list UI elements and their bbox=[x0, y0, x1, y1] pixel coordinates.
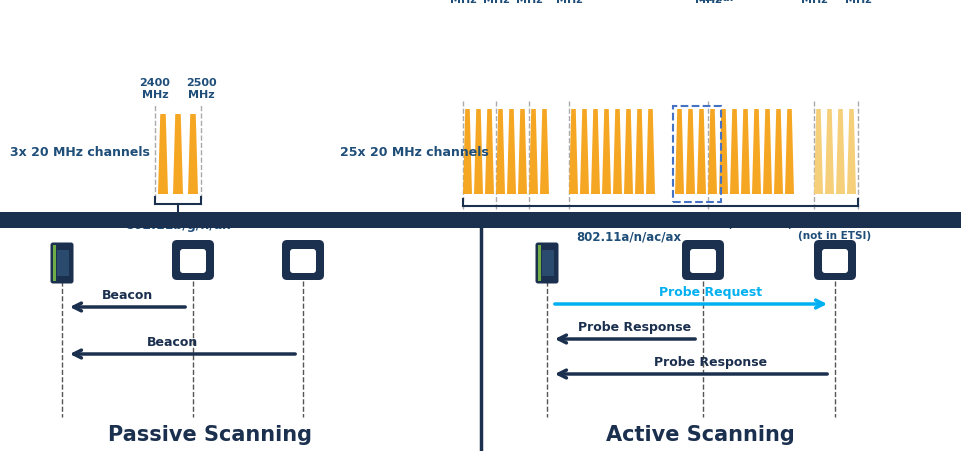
FancyBboxPatch shape bbox=[50, 243, 73, 284]
FancyBboxPatch shape bbox=[689, 249, 715, 273]
Text: Passive Scanning: Passive Scanning bbox=[108, 424, 311, 444]
Text: 3x 20 MHz channels: 3x 20 MHz channels bbox=[10, 145, 150, 158]
Polygon shape bbox=[158, 115, 168, 194]
Text: Probe Request: Probe Request bbox=[658, 285, 762, 299]
Polygon shape bbox=[590, 110, 600, 194]
Polygon shape bbox=[784, 110, 793, 194]
Polygon shape bbox=[462, 110, 472, 194]
Bar bbox=[0, 212, 961, 229]
Polygon shape bbox=[646, 110, 654, 194]
Polygon shape bbox=[846, 110, 855, 194]
Polygon shape bbox=[187, 115, 198, 194]
Polygon shape bbox=[740, 110, 750, 194]
Polygon shape bbox=[825, 110, 833, 194]
Polygon shape bbox=[774, 110, 782, 194]
Polygon shape bbox=[707, 110, 716, 194]
Polygon shape bbox=[718, 110, 727, 194]
Text: Probe Response: Probe Response bbox=[653, 355, 767, 368]
Text: U-NII-2a: U-NII-2a bbox=[586, 219, 637, 229]
FancyBboxPatch shape bbox=[681, 240, 724, 281]
FancyBboxPatch shape bbox=[535, 243, 558, 284]
Polygon shape bbox=[762, 110, 771, 194]
Bar bbox=[541, 250, 554, 276]
Polygon shape bbox=[634, 110, 643, 194]
Text: U-NII-2c (Extended): U-NII-2c (Extended) bbox=[676, 219, 792, 229]
Polygon shape bbox=[697, 110, 705, 194]
Text: 5490
MHz: 5490 MHz bbox=[553, 0, 584, 5]
Polygon shape bbox=[484, 110, 494, 194]
Polygon shape bbox=[506, 110, 515, 194]
FancyBboxPatch shape bbox=[172, 240, 213, 281]
Text: 25x 20 MHz channels: 25x 20 MHz channels bbox=[339, 145, 488, 158]
Polygon shape bbox=[568, 110, 578, 194]
Bar bbox=[673, 107, 720, 202]
Text: Active Scanning: Active Scanning bbox=[605, 424, 794, 444]
Polygon shape bbox=[173, 115, 183, 194]
Text: Beacon: Beacon bbox=[147, 335, 198, 348]
Polygon shape bbox=[624, 110, 632, 194]
Text: 5835
MHz: 5835 MHz bbox=[842, 0, 873, 5]
Polygon shape bbox=[602, 110, 610, 194]
Polygon shape bbox=[579, 110, 588, 194]
Text: 802.11a/n/ac/ax: 802.11a/n/ac/ax bbox=[576, 230, 680, 244]
Text: 5330
MHz: 5330 MHz bbox=[513, 0, 544, 5]
Polygon shape bbox=[517, 110, 527, 194]
Polygon shape bbox=[474, 110, 482, 194]
Text: 5250
MHz: 5250 MHz bbox=[480, 0, 511, 5]
Text: Probe Response: Probe Response bbox=[578, 320, 691, 333]
Text: 2400
MHz: 2400 MHz bbox=[139, 78, 170, 100]
Text: U-NII-3
(not in ETSI): U-NII-3 (not in ETSI) bbox=[798, 219, 871, 240]
FancyBboxPatch shape bbox=[180, 249, 206, 273]
Text: Terminal
Doppler
Weather
Radar: Terminal Doppler Weather Radar bbox=[691, 0, 742, 3]
Text: 5170
MHz: 5170 MHz bbox=[447, 0, 478, 5]
Text: Beacon: Beacon bbox=[102, 288, 153, 301]
Text: 5730
MHz: 5730 MHz bbox=[692, 0, 723, 5]
Bar bbox=[53, 245, 57, 281]
Polygon shape bbox=[813, 110, 823, 194]
Polygon shape bbox=[612, 110, 622, 194]
Polygon shape bbox=[729, 110, 738, 194]
Text: 2500
MHz: 2500 MHz bbox=[185, 78, 216, 100]
Polygon shape bbox=[539, 110, 549, 194]
FancyBboxPatch shape bbox=[813, 240, 855, 281]
FancyBboxPatch shape bbox=[821, 249, 847, 273]
Polygon shape bbox=[496, 110, 505, 194]
Polygon shape bbox=[675, 110, 683, 194]
Polygon shape bbox=[835, 110, 844, 194]
Polygon shape bbox=[752, 110, 760, 194]
FancyBboxPatch shape bbox=[282, 240, 324, 281]
Polygon shape bbox=[685, 110, 694, 194]
Text: 5735
MHz: 5735 MHz bbox=[798, 0, 828, 5]
FancyBboxPatch shape bbox=[289, 249, 315, 273]
Bar bbox=[57, 250, 69, 276]
Polygon shape bbox=[529, 110, 537, 194]
Text: U-NII-1: U-NII-1 bbox=[484, 219, 527, 229]
Bar bbox=[537, 245, 541, 281]
Text: 802.11b/g/n/ax: 802.11b/g/n/ax bbox=[125, 219, 231, 231]
